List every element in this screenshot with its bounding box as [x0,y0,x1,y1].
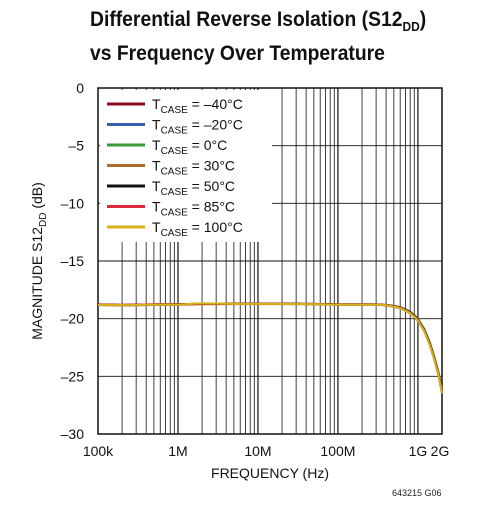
figure-id: 643215 G06 [392,488,442,498]
x-tick-label: 10M [244,443,271,459]
series-line-3 [97,303,443,394]
series-line-4 [97,302,443,393]
y-tick-label: –15 [61,253,85,269]
x-tick-label: 1M [168,443,187,459]
x-tick-label: 100M [320,443,355,459]
x-tick-label: 100k [83,443,114,459]
series-line-2 [97,302,443,391]
legend-label: TCASE = 50°C [152,178,235,198]
plot-area-border [97,87,443,435]
legend-label: TCASE = 0°C [152,137,227,157]
legend-label: TCASE = 85°C [152,199,235,219]
series-lines [97,302,443,394]
legend-label: TCASE = 30°C [152,158,235,178]
chart-title-line1: Differential Reverse Isolation (S12DD) [90,8,427,35]
series-line-6 [97,302,443,394]
y-tick-label: 0 [76,80,84,96]
y-tick-label: –20 [61,311,85,327]
chart-title-line2: vs Frequency Over Temperature [90,42,385,66]
y-tick-label: –30 [61,426,85,442]
series-line-1 [97,302,443,392]
x-tick-label: 2G [431,443,450,459]
y-tick-label: –25 [61,368,85,384]
x-tick-label: 1G [409,443,428,459]
legend-label: TCASE = –20°C [152,117,243,137]
legend-label: TCASE = –40°C [152,96,243,116]
y-tick-labels: 0 –5 –10 –15 –20 –25 –30 [61,80,85,442]
x-axis-label: FREQUENCY (Hz) [211,465,329,481]
y-axis-label: MAGNITUDE S12DD (dB) [29,182,49,340]
legend-label: TCASE = 100°C [152,219,243,239]
chart-title: Differential Reverse Isolation (S12DD) v… [90,6,449,67]
x-tick-labels: 100k 1M 10M 100M 1G 2G [83,443,450,459]
series-line-5 [97,302,443,393]
series-line-0 [97,302,443,391]
y-tick-label: –5 [68,138,84,154]
y-tick-label: –10 [61,195,85,211]
